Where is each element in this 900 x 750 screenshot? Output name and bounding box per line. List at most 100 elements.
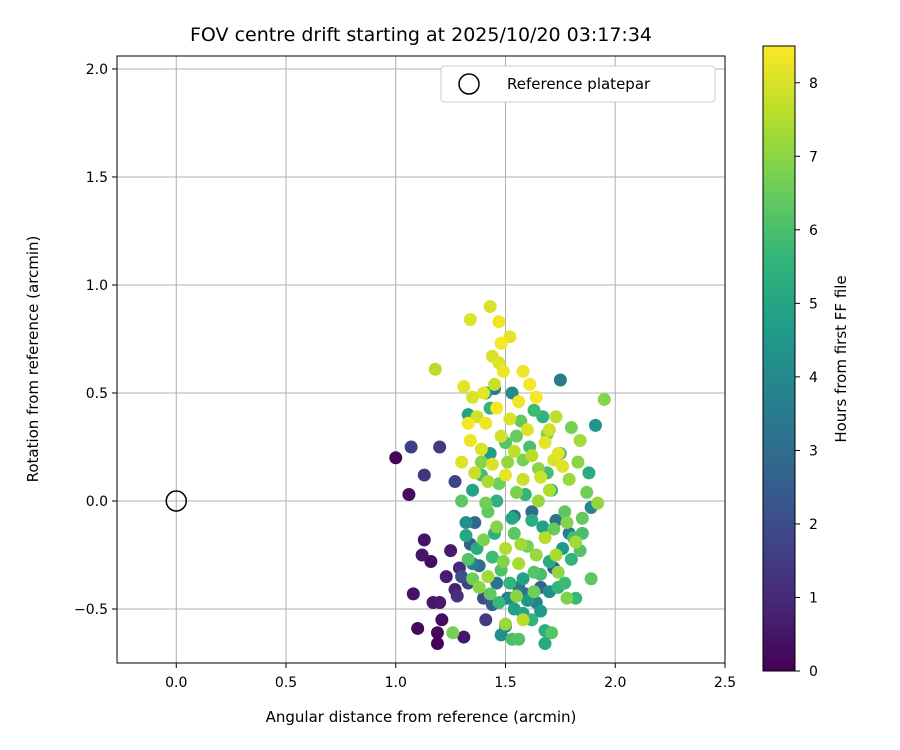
data-point: [503, 412, 517, 426]
legend-entry-reference: Reference platepar: [507, 75, 651, 93]
x-tick-label: 0.0: [165, 675, 187, 691]
data-point: [439, 570, 453, 584]
data-point: [463, 434, 477, 448]
data-point: [516, 364, 530, 378]
data-point: [529, 548, 543, 562]
data-point: [483, 300, 497, 314]
data-point: [481, 475, 495, 489]
data-point: [389, 451, 403, 465]
data-point: [527, 585, 541, 599]
legend: Reference platepar: [440, 65, 716, 103]
x-axis-ticks: 0.0 0.5 1.0 1.5 2.0 2.5: [165, 663, 736, 691]
data-point: [547, 522, 561, 536]
data-point: [496, 364, 510, 378]
x-tick-label: 1.0: [385, 675, 407, 691]
data-point: [433, 440, 447, 454]
data-point: [415, 548, 429, 562]
data-point: [479, 613, 493, 627]
data-point: [411, 621, 425, 635]
data-point: [499, 468, 513, 482]
x-axis-label: Angular distance from reference (arcmin): [266, 708, 577, 726]
data-point: [582, 466, 596, 480]
colorbar-tick-label: 2: [809, 517, 818, 533]
data-point: [463, 313, 477, 327]
data-point: [494, 628, 508, 642]
data-point: [468, 466, 482, 480]
data-point: [485, 550, 499, 564]
data-point: [477, 386, 491, 400]
legend-box: [440, 65, 716, 103]
x-tick-label: 2.5: [714, 675, 736, 691]
data-point: [527, 403, 541, 417]
colorbar-tick-label: 1: [809, 590, 818, 606]
data-point: [569, 535, 583, 549]
data-point: [558, 505, 572, 519]
data-point: [483, 587, 497, 601]
data-point: [472, 580, 486, 594]
data-point: [485, 457, 499, 471]
data-point: [573, 434, 587, 448]
data-points: [389, 300, 611, 651]
reference-point: [165, 490, 188, 512]
data-point: [499, 617, 513, 631]
data-point: [560, 591, 574, 605]
data-point: [512, 395, 526, 409]
legend-marker: [458, 73, 480, 95]
data-point: [556, 459, 570, 473]
data-point: [564, 552, 578, 566]
data-point: [507, 526, 521, 540]
data-point: [534, 470, 548, 484]
data-point: [499, 542, 513, 556]
data-point: [455, 494, 469, 508]
data-point: [455, 455, 469, 469]
data-point: [527, 565, 541, 579]
data-point: [545, 626, 559, 640]
data-point: [492, 315, 506, 329]
chart-title: FOV centre drift starting at 2025/10/20 …: [190, 24, 652, 46]
data-point: [536, 520, 550, 534]
data-point: [542, 483, 556, 497]
data-point: [459, 516, 473, 530]
data-point: [448, 475, 462, 489]
data-point: [538, 436, 552, 450]
data-point: [492, 596, 506, 610]
data-point: [466, 390, 480, 404]
data-point: [509, 429, 523, 443]
data-point: [481, 570, 495, 584]
data-point: [531, 494, 545, 508]
data-point: [461, 552, 475, 566]
colorbar-tick-label: 3: [809, 443, 818, 459]
data-point: [564, 421, 578, 435]
data-point: [520, 423, 534, 437]
data-point: [507, 444, 521, 458]
data-point: [444, 544, 458, 558]
colorbar-tick-label: 0: [809, 664, 818, 680]
data-point: [450, 589, 464, 603]
data-point: [406, 587, 420, 601]
data-point: [477, 533, 491, 547]
data-point: [479, 496, 493, 510]
data-point: [430, 626, 444, 640]
colorbar-tick-label: 7: [809, 149, 818, 165]
y-axis-ticks: −0.5 0.0 0.5 1.0 1.5 2.0: [74, 62, 117, 618]
colorbar-tick-label: 6: [809, 223, 818, 239]
data-point: [525, 449, 539, 463]
data-point: [512, 557, 526, 571]
data-point: [494, 336, 508, 350]
colorbar-ticks: 0 1 2 3 4 5 6 7 8: [795, 76, 818, 680]
y-axis-label: Rotation from reference (arcmin): [24, 236, 42, 483]
data-point: [571, 455, 585, 469]
data-point: [562, 472, 576, 486]
colorbar-label: Hours from first FF file: [832, 275, 850, 442]
data-point: [575, 511, 589, 525]
colorbar-tick-label: 5: [809, 296, 818, 312]
data-point: [494, 429, 508, 443]
data-point: [435, 613, 449, 627]
data-point: [553, 373, 567, 387]
data-point: [402, 488, 416, 502]
data-point: [529, 390, 543, 404]
x-tick-label: 2.0: [604, 675, 626, 691]
data-point: [516, 472, 530, 486]
y-tick-label: 1.5: [86, 170, 108, 186]
data-point: [455, 570, 469, 584]
